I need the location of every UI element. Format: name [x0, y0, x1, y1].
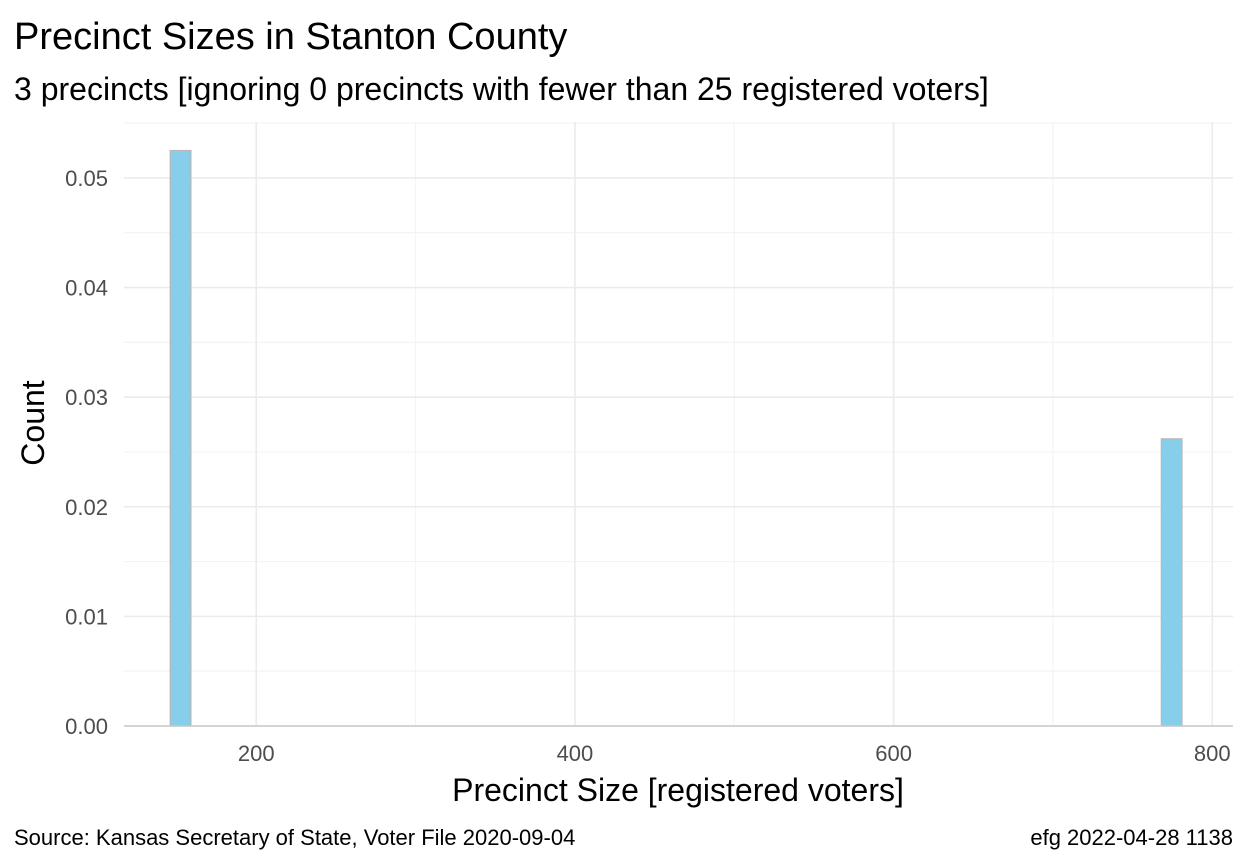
x-tick-label: 200 [238, 741, 275, 766]
x-axis-title: Precinct Size [registered voters] [452, 772, 904, 808]
y-tick-label: 0.02 [65, 495, 108, 520]
x-tick-label: 400 [557, 741, 594, 766]
y-tick-label: 0.05 [65, 166, 108, 191]
caption-credit: efg 2022-04-28 1138 [1030, 825, 1233, 850]
x-tick-label: 600 [875, 741, 912, 766]
chart-title: Precinct Sizes in Stanton County [14, 16, 567, 58]
bars [169, 149, 1183, 727]
histogram-bar [1160, 438, 1183, 727]
y-tick-label: 0.04 [65, 276, 108, 301]
tick-labels: 200 400 600 800 0.00 0.01 0.02 0.03 0.04 0.05 [65, 166, 1230, 766]
y-tick-label: 0.00 [65, 714, 108, 739]
chart-subtitle: 3 precincts [ignoring 0 precincts with f… [14, 71, 989, 107]
caption-source: Source: Kansas Secretary of State, Voter… [14, 825, 575, 850]
y-axis-title: Count [15, 380, 51, 466]
histogram-bar [169, 149, 192, 727]
grid-lines [124, 122, 1233, 727]
x-tick-label: 800 [1194, 741, 1231, 766]
y-tick-label: 0.01 [65, 604, 108, 629]
y-tick-label: 0.03 [65, 385, 108, 410]
